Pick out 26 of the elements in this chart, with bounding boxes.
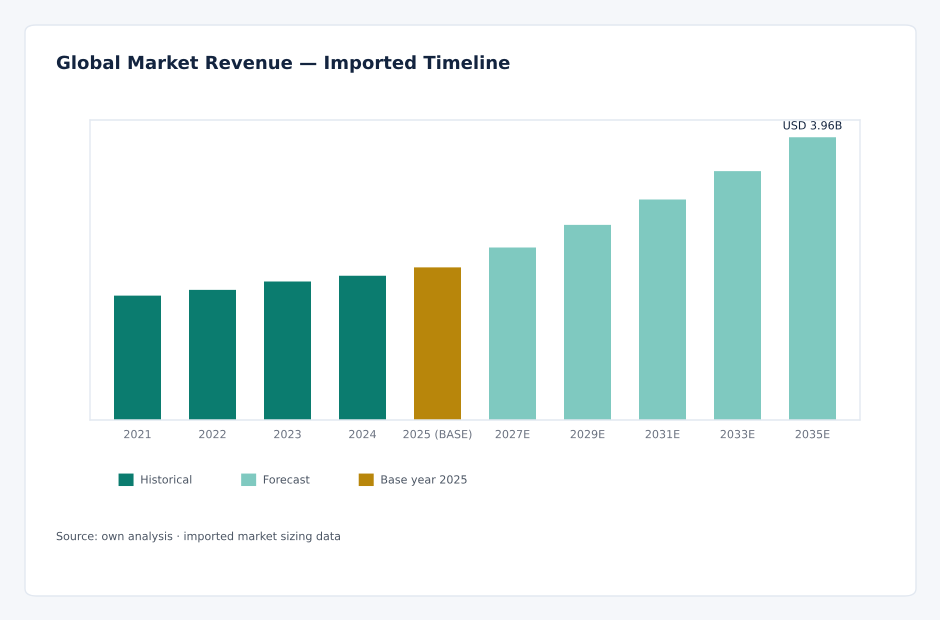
x-tick-label: 2029E: [570, 430, 604, 438]
x-tick-label: 2023: [274, 430, 301, 438]
bar: [639, 199, 686, 420]
x-tick-label: 2027E: [496, 430, 530, 438]
legend-label: Base year 2025: [381, 475, 467, 486]
bar: [414, 267, 461, 420]
x-tick-label: 2022: [199, 430, 226, 438]
x-tick-label: 2033E: [720, 430, 754, 438]
bar: [114, 296, 161, 420]
source-note: Source: own analysis · imported market sizing data: [56, 532, 340, 542]
bar: [564, 224, 611, 420]
legend-label: Forecast: [264, 475, 310, 484]
bar: [264, 281, 311, 420]
annotation: USD 3.96B: [784, 121, 842, 130]
bar: [489, 248, 536, 420]
bar: [714, 171, 761, 420]
chart-title: Global Market Revenue — Imported Timeline: [56, 55, 510, 73]
x-tick-label: 2035E: [796, 430, 830, 438]
bar: [339, 276, 386, 420]
x-tick-label: 2021: [124, 430, 151, 438]
x-tick-label: 2031E: [646, 430, 680, 438]
bar: [189, 290, 236, 420]
x-tick-label: 2025 (BASE): [403, 430, 472, 440]
legend-label: Historical: [141, 475, 192, 484]
x-tick-label: 2024: [349, 430, 376, 438]
bar: [789, 137, 836, 420]
